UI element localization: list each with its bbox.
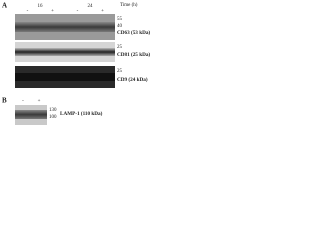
blot-label: CD9 (24 kDa) [117, 76, 148, 83]
band [15, 110, 47, 119]
lane-label: - [27, 9, 29, 14]
lane-label: - [22, 99, 24, 104]
band [15, 73, 115, 81]
panel-label: A [2, 2, 7, 10]
band [15, 22, 115, 32]
marker: 25 [117, 45, 123, 50]
panel-label: B [2, 97, 7, 105]
lane-label: - [77, 9, 79, 14]
lane-label: + [51, 9, 54, 14]
blot-label: CD81 (25 kDa) [117, 51, 150, 58]
time-label: 24 [88, 4, 94, 9]
band [15, 48, 115, 56]
marker: 100 [49, 115, 57, 120]
marker: 40 [117, 24, 123, 29]
header: Time (h) [120, 3, 138, 8]
lane-label: + [101, 9, 104, 14]
blot-label: LAMP-1 (110 kDa) [60, 110, 103, 117]
lane-label: + [38, 99, 41, 104]
marker: 25 [117, 69, 123, 74]
marker: 130 [49, 108, 57, 113]
blot-label: CD63 (53 kDa) [117, 29, 150, 36]
marker: 55 [117, 17, 123, 22]
time-label: 16 [38, 4, 44, 9]
